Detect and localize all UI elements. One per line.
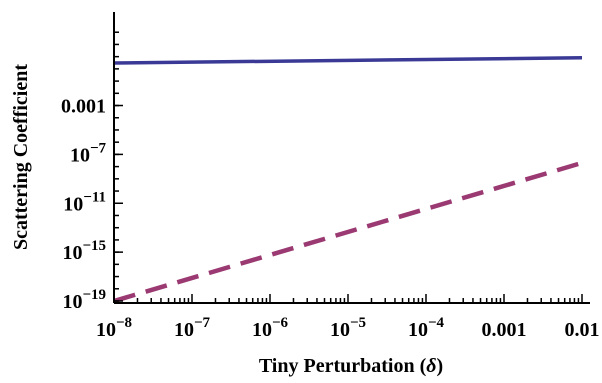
x-tick-label: 0.01: [565, 319, 600, 341]
series-line-dashed: [113, 160, 583, 304]
x-tick-label: 10−4: [408, 315, 445, 341]
y-tick-label: 10−7: [70, 140, 107, 166]
x-tick-label: 0.001: [482, 319, 527, 341]
y-tick-label: 0.001: [61, 96, 106, 118]
x-tick-label: 10−5: [330, 315, 366, 341]
y-tick-label: 10−19: [62, 287, 106, 313]
x-tick-label: 10−6: [252, 315, 289, 341]
y-tick-label: 10−11: [63, 189, 106, 215]
y-tick-label: 10−15: [62, 238, 106, 264]
ticks-layer: 10−8 10−7 10−6 10−5 10−4 0.001 0.01 10−19 10−15 1…: [61, 31, 600, 341]
x-tick-label: 10−7: [174, 315, 211, 341]
y-axis-label: Scattering Coefficient: [10, 64, 32, 250]
series-line-solid: [113, 56, 583, 65]
x-tick-label: 10−8: [96, 315, 132, 341]
series-layer: [113, 56, 583, 304]
x-axis-label: Tiny Perturbation (δ): [259, 355, 443, 377]
